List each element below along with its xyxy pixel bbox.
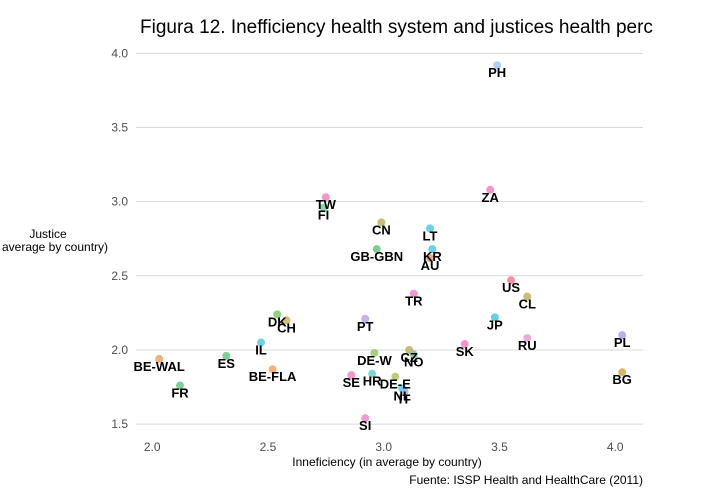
point-label: SE <box>343 375 361 390</box>
point-label: TR <box>405 294 423 309</box>
data-point <box>155 354 164 363</box>
x-axis-label: Inneficiency (in average by country) <box>292 455 481 469</box>
x-tick-label: 2.5 <box>260 440 277 454</box>
y-tick-label: 1.5 <box>111 417 128 431</box>
point-label: PL <box>614 335 631 350</box>
x-tick-label: 3.0 <box>375 440 392 454</box>
data-point <box>368 369 377 378</box>
y-tick-label: 4.0 <box>111 46 128 60</box>
point-label: IT <box>399 391 411 406</box>
data-point <box>460 340 469 349</box>
data-point <box>618 331 627 340</box>
source-caption: Fuente: ISSP Health and HealthCare (2011… <box>409 473 643 487</box>
data-point <box>282 316 291 325</box>
data-point <box>268 365 277 374</box>
tick-layer: 1.5 2.0 2.5 3.0 3.5 4.0 2.0 2.5 3.0 3.5 4.0 <box>111 46 624 454</box>
point-label: US <box>502 280 520 295</box>
data-point <box>523 292 532 301</box>
point-label: DE-E <box>380 377 411 392</box>
point-label: RU <box>518 338 537 353</box>
point-label: NO <box>404 354 424 369</box>
point-label: TW <box>316 197 337 212</box>
data-point <box>428 245 437 254</box>
point-label: FI <box>318 208 330 223</box>
y-tick-label: 2.0 <box>111 343 128 357</box>
data-point <box>370 348 379 357</box>
point-label: DE-W <box>357 353 392 368</box>
data-point <box>319 203 328 212</box>
point-label: CN <box>372 222 391 237</box>
data-point <box>257 338 266 347</box>
data-point <box>321 193 330 202</box>
y-tick-label: 3.0 <box>111 195 128 209</box>
chart-title: Figura 12. Inefficiency health system an… <box>140 17 653 38</box>
point-label: HR <box>363 374 382 389</box>
point-label: IL <box>255 343 267 358</box>
x-tick-label: 3.5 <box>491 440 508 454</box>
data-point <box>222 351 231 360</box>
data-point <box>409 350 418 359</box>
point-label: LT <box>423 228 438 243</box>
point-label: KR <box>423 249 442 264</box>
data-point <box>507 276 516 285</box>
y-axis-label-line2: average by country) <box>2 240 108 254</box>
x-tick-label: 2.0 <box>144 440 161 454</box>
data-point <box>523 334 532 343</box>
y-tick-label: 2.5 <box>111 269 128 283</box>
point-label: PT <box>357 319 374 334</box>
data-point <box>618 368 627 377</box>
data-point <box>426 224 435 233</box>
data-point <box>175 381 184 390</box>
y-tick-label: 3.5 <box>111 120 128 134</box>
point-label: FR <box>171 386 189 401</box>
data-point <box>490 313 499 322</box>
point-layer <box>155 61 627 423</box>
point-label: ES <box>218 356 236 371</box>
y-axis-label-line1: Justice <box>29 227 67 241</box>
grid-layer <box>136 52 643 425</box>
data-point <box>486 185 495 194</box>
point-label: JP <box>487 317 503 332</box>
point-label: SK <box>456 344 475 359</box>
point-label: BE-WAL <box>134 359 185 374</box>
point-label: GB-GBN <box>350 249 403 264</box>
data-point <box>426 254 435 263</box>
point-label: NL <box>394 389 411 404</box>
data-point <box>361 414 370 423</box>
point-label: CZ <box>401 350 418 365</box>
point-label: BE-FLA <box>249 369 297 384</box>
data-point <box>361 314 370 323</box>
x-tick-label: 4.0 <box>607 440 624 454</box>
data-point <box>400 387 409 396</box>
data-point <box>409 289 418 298</box>
point-label: BG <box>612 372 632 387</box>
point-label: SI <box>359 418 371 433</box>
point-label: AU <box>421 258 440 273</box>
data-point <box>372 245 381 254</box>
point-label: DK <box>268 314 287 329</box>
data-point <box>493 61 502 70</box>
point-label: PH <box>488 65 506 80</box>
data-point <box>347 371 356 380</box>
data-point <box>273 310 282 319</box>
data-point <box>377 218 386 227</box>
data-point <box>391 372 400 381</box>
point-label: ZA <box>482 190 500 205</box>
point-label: CH <box>277 320 296 335</box>
point-label: CL <box>519 297 536 312</box>
